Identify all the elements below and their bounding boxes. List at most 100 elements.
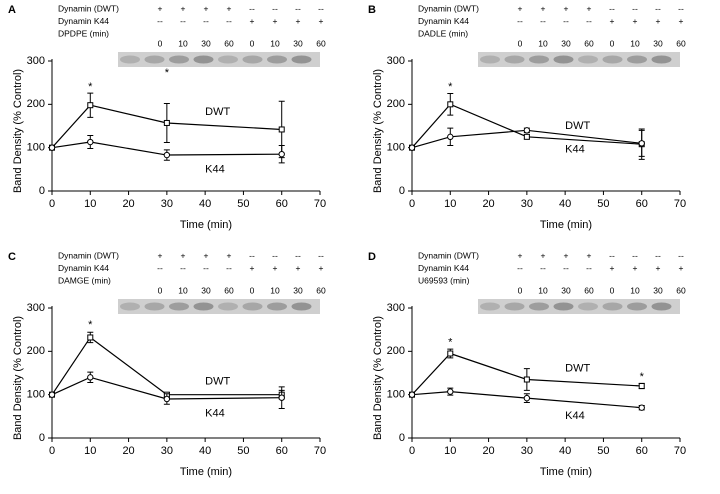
blot-band: [144, 302, 165, 311]
significance-mark: *: [448, 337, 453, 349]
blot-cell: 60: [316, 285, 326, 295]
blot-cell: +: [181, 250, 186, 260]
blot-cell: 60: [224, 38, 234, 48]
blot-cell: 10: [178, 38, 188, 48]
blot-cell: --: [655, 3, 661, 13]
blot-cell: 60: [584, 38, 594, 48]
blot-cell: +: [564, 3, 569, 13]
marker: [638, 383, 645, 389]
blot-cell: +: [319, 263, 324, 273]
blot-cell: --: [203, 263, 209, 273]
y-tick-label: 0: [399, 432, 405, 444]
marker: [48, 144, 56, 151]
blot-cell: +: [633, 263, 638, 273]
x-tick-label: 70: [314, 198, 326, 210]
blot-band: [529, 302, 549, 311]
blot-row-label: Dynamin K44: [58, 16, 109, 26]
blot-band: [120, 55, 140, 64]
y-tick-label: 100: [387, 389, 405, 401]
blot-cell: +: [610, 263, 615, 273]
series-line: [411, 391, 642, 409]
series-line: [411, 129, 642, 149]
blot-cell: --: [540, 16, 546, 26]
significance-mark: *: [88, 319, 93, 331]
blot-cell: 0: [610, 38, 615, 48]
marker: [87, 334, 94, 341]
marker: [87, 138, 94, 146]
series-label: K44: [205, 164, 225, 176]
y-tick-label: 0: [39, 185, 45, 197]
x-tick-label: 50: [597, 445, 609, 457]
series-label: DWT: [565, 363, 590, 375]
x-tick-label: 40: [559, 198, 571, 210]
blot-cell: --: [157, 263, 163, 273]
y-tick-label: 300: [387, 55, 405, 67]
blot-band: [553, 55, 574, 64]
blot-cell: +: [518, 3, 523, 13]
blot-cell: --: [203, 16, 209, 26]
blot-cell: 30: [201, 285, 211, 295]
blot-band: [169, 55, 189, 64]
series-line: [51, 104, 282, 149]
x-tick-label: 0: [49, 445, 55, 457]
x-tick-label: 70: [674, 198, 686, 210]
y-axis-label: Band Density (% Control): [372, 316, 384, 440]
blot-cell: +: [518, 250, 523, 260]
marker: [523, 376, 530, 383]
x-tick-label: 50: [237, 445, 249, 457]
panel-label: C: [8, 251, 16, 263]
x-tick-label: 0: [49, 198, 55, 210]
blot-row-label: Dynamin K44: [58, 263, 109, 273]
marker: [163, 119, 170, 126]
blot-cell: 10: [630, 285, 640, 295]
x-tick-label: 20: [122, 445, 134, 457]
series-line: [411, 352, 642, 396]
series-label: K44: [205, 407, 225, 419]
blot-band: [627, 55, 647, 64]
marker: [87, 102, 94, 109]
series-line: [411, 103, 642, 149]
y-axis-label: Band Density (% Control): [12, 69, 24, 193]
blot-cell: +: [250, 16, 255, 26]
blot-cell: 30: [561, 38, 571, 48]
x-tick-label: 10: [444, 198, 456, 210]
blot-cell: --: [157, 16, 163, 26]
blot-image: [118, 299, 320, 314]
y-tick-label: 200: [27, 98, 45, 110]
marker: [638, 404, 645, 411]
blot-band: [627, 302, 647, 311]
series-label: DWT: [205, 376, 230, 388]
blot-cell: 60: [676, 38, 686, 48]
blot-cell: 10: [538, 285, 548, 295]
x-tick-label: 30: [161, 445, 173, 457]
x-tick-label: 30: [161, 198, 173, 210]
blot-band: [602, 55, 623, 64]
blot-cell: +: [679, 16, 684, 26]
blot-cell: 0: [250, 285, 255, 295]
blot-cell: --: [655, 250, 661, 260]
blot-cell: --: [632, 250, 638, 260]
blot-band: [120, 302, 140, 311]
x-tick-label: 10: [84, 198, 96, 210]
y-tick-label: 0: [39, 432, 45, 444]
x-tick-label: 70: [674, 445, 686, 457]
blot-cell: +: [250, 263, 255, 273]
marker: [523, 127, 531, 134]
blot-cell: +: [564, 250, 569, 260]
blot-cell: +: [541, 250, 546, 260]
blot-band: [218, 55, 238, 64]
y-tick-label: 300: [27, 302, 45, 314]
x-tick-label: 20: [122, 198, 134, 210]
x-tick-label: 50: [237, 198, 249, 210]
blot-cell: --: [226, 263, 232, 273]
x-tick-label: 40: [199, 198, 211, 210]
blot-cell: +: [273, 263, 278, 273]
marker: [408, 391, 416, 398]
series-line: [51, 336, 282, 396]
blot-cell: +: [656, 16, 661, 26]
blot-band: [242, 55, 263, 64]
blot-cell: --: [249, 250, 255, 260]
marker: [278, 126, 285, 133]
